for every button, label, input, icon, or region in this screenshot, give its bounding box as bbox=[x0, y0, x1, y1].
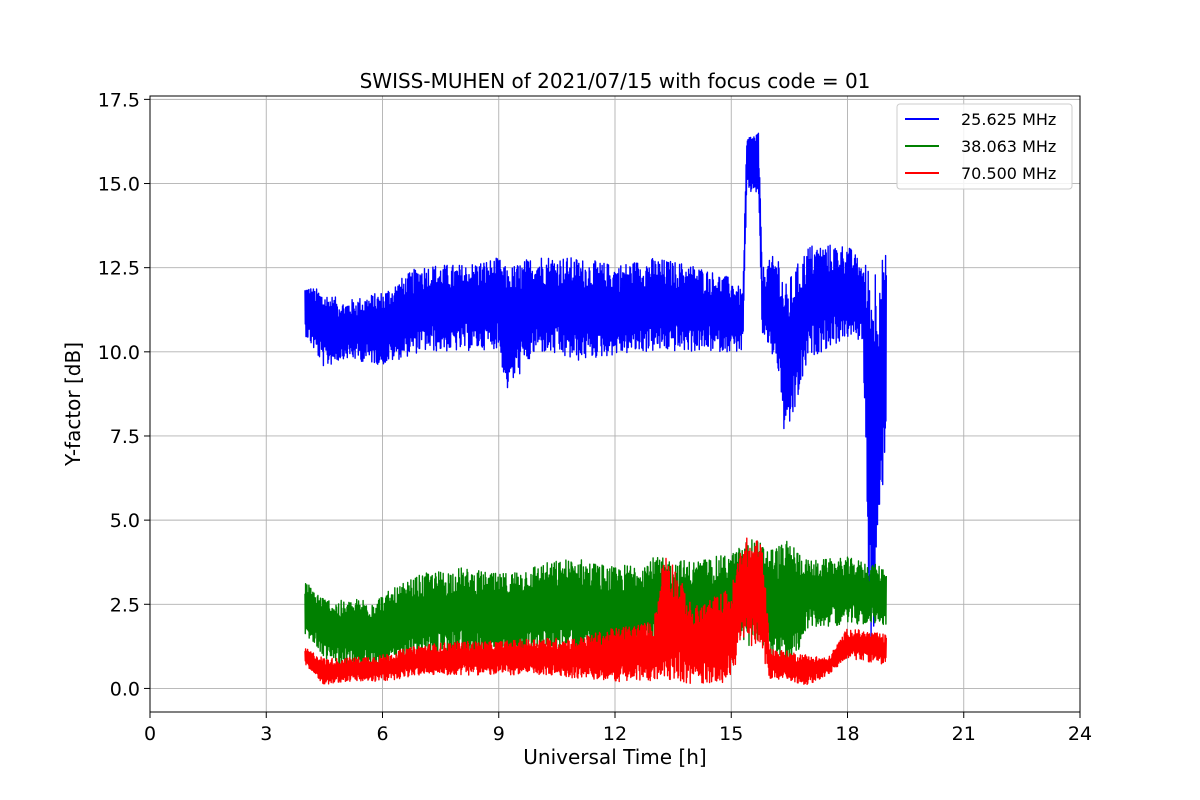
y-tick-label: 15.0 bbox=[98, 174, 140, 196]
y-axis-title: Y-factor [dB] bbox=[61, 342, 85, 467]
y-tick-label: 2.5 bbox=[110, 594, 140, 616]
series-layer bbox=[304, 132, 887, 686]
y-tick-label: 5.0 bbox=[110, 510, 140, 532]
chart-title: SWISS-MUHEN of 2021/07/15 with focus cod… bbox=[360, 69, 871, 93]
y-tick-label: 12.5 bbox=[98, 258, 140, 280]
legend: 25.625 MHz 38.063 MHz 70.500 MHz bbox=[896, 103, 1073, 190]
x-tick-label: 18 bbox=[835, 723, 859, 745]
y-tick-label: 10.0 bbox=[98, 342, 140, 364]
x-tick-label: 12 bbox=[603, 723, 627, 745]
x-tick-label: 0 bbox=[144, 723, 156, 745]
y-tick-label: 17.5 bbox=[98, 89, 140, 111]
legend-box bbox=[896, 103, 1073, 190]
x-tick-label: 3 bbox=[260, 723, 272, 745]
series-line-2 bbox=[304, 539, 887, 672]
legend-label: 70.500 MHz bbox=[961, 164, 1056, 183]
x-tick-label: 24 bbox=[1068, 723, 1092, 745]
y-tick-label: 0.0 bbox=[110, 678, 140, 700]
x-tick-label: 9 bbox=[493, 723, 505, 745]
x-tick-label: 15 bbox=[719, 723, 743, 745]
x-tick-label: 6 bbox=[376, 723, 388, 745]
legend-label: 38.063 MHz bbox=[961, 137, 1056, 156]
series-line-3 bbox=[304, 537, 887, 686]
legend-label: 25.625 MHz bbox=[961, 110, 1056, 129]
x-axis-title: Universal Time [h] bbox=[523, 745, 706, 769]
y-tick-label: 7.5 bbox=[110, 426, 140, 448]
x-tick-label: 21 bbox=[952, 723, 976, 745]
series-line-1 bbox=[304, 132, 887, 645]
axes: 0 3 6 9 12 15 18 21 24 0.0 2.5 5.0 7.5 10.0 12.5 15.0 17… bbox=[98, 89, 1092, 745]
